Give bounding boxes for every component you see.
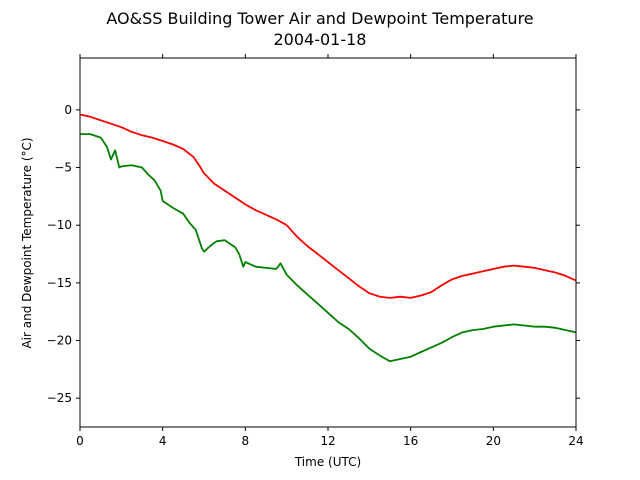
x-tick-label-0: 0 bbox=[76, 434, 84, 448]
chart-subtitle: 2004-01-18 bbox=[274, 30, 367, 49]
x-tick-label-3: 12 bbox=[320, 434, 335, 448]
series-line-0 bbox=[79, 113, 577, 299]
y-axis-label: Air and Dewpoint Temperature (°C) bbox=[20, 137, 34, 348]
chart-title: AO&SS Building Tower Air and Dewpoint Te… bbox=[106, 9, 533, 28]
x-tick-label-2: 8 bbox=[242, 434, 250, 448]
y-tick-label-4: −20 bbox=[47, 334, 72, 348]
x-tick-label-4: 16 bbox=[403, 434, 418, 448]
plot-frame bbox=[79, 57, 577, 428]
y-tick-label-0: 0 bbox=[64, 103, 72, 117]
x-tick-label-6: 24 bbox=[568, 434, 583, 448]
y-tick-label-5: −25 bbox=[47, 391, 72, 405]
ticks-layer: 0 4 8 12 16 20 24 0 −5 −10 −15 −20 −25 bbox=[47, 54, 584, 448]
series-layer bbox=[79, 113, 577, 363]
x-axis-label: Time (UTC) bbox=[294, 455, 361, 469]
x-tick-label-5: 20 bbox=[486, 434, 501, 448]
y-tick-label-2: −10 bbox=[47, 218, 72, 232]
y-tick-label-3: −15 bbox=[47, 276, 72, 290]
y-tick-label-1: −5 bbox=[54, 161, 72, 175]
x-tick-label-1: 4 bbox=[159, 434, 167, 448]
series-line-1 bbox=[80, 133, 577, 363]
